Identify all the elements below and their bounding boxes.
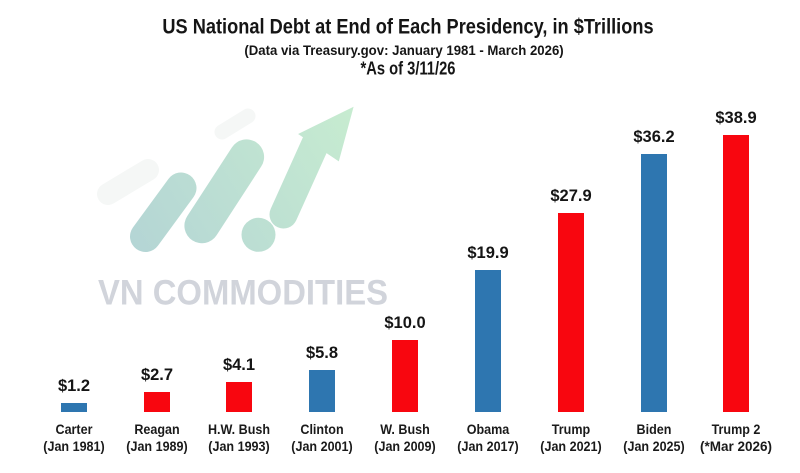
svg-text:VN COMMODITIES: VN COMMODITIES xyxy=(98,273,388,313)
